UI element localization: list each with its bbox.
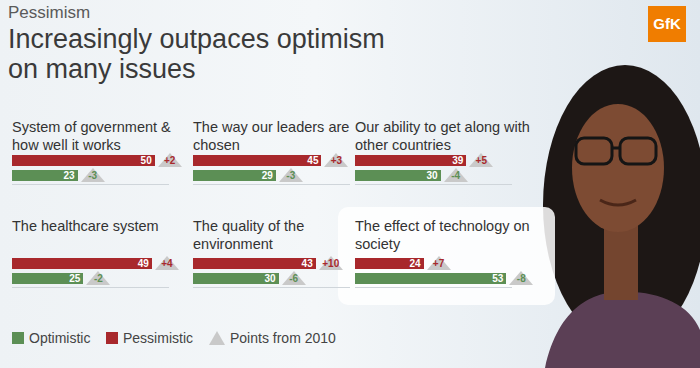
panel-title: Our ability to get along with other coun… (355, 118, 545, 154)
bar: 50 (12, 155, 155, 166)
change-label: +5 (469, 154, 493, 167)
data-label: 23 (64, 170, 75, 181)
change-badge: -3 (81, 168, 105, 182)
change-badge: +3 (324, 153, 348, 167)
logo: GfK (648, 6, 686, 42)
triangle (158, 153, 182, 167)
bar: 45 (193, 155, 321, 166)
mouth (600, 200, 636, 205)
panel-title: The way our leaders are chosen (193, 118, 361, 154)
section-label: Pessimism (8, 3, 90, 23)
data-label: 53 (492, 273, 503, 284)
change-label: +3 (324, 154, 348, 167)
bar: 29 (193, 170, 276, 181)
bar: 49 (12, 258, 152, 269)
shoulders (545, 292, 700, 368)
glasses-bridge (612, 147, 620, 150)
face (572, 104, 664, 232)
bar: 30 (355, 170, 441, 181)
triangle (427, 256, 451, 270)
change-badge: +7 (427, 256, 451, 270)
legend-label: Pessimistic (123, 330, 193, 346)
change-badge: -8 (509, 271, 533, 285)
change-badge: +2 (158, 153, 182, 167)
bar: 24 (355, 258, 424, 269)
data-label: 30 (427, 170, 438, 181)
legend-swatch (106, 332, 118, 344)
glasses-left (576, 138, 612, 164)
triangle (86, 271, 110, 285)
data-label: 24 (409, 258, 420, 269)
change-badge: +10 (319, 256, 343, 270)
change-label: -2 (86, 272, 110, 285)
triangle (279, 168, 303, 182)
legend-label: Points from 2010 (230, 330, 336, 346)
data-label: 30 (265, 273, 276, 284)
triangle (324, 153, 348, 167)
bar: 23 (12, 170, 78, 181)
change-label: -4 (444, 169, 468, 182)
data-label: 25 (69, 273, 80, 284)
data-label: 45 (307, 155, 318, 166)
bar: 39 (355, 155, 466, 166)
glasses-right (620, 138, 656, 164)
data-label: 43 (302, 258, 313, 269)
legend-label: Optimistic (29, 330, 90, 346)
change-badge: -6 (282, 271, 306, 285)
neck (604, 220, 638, 300)
legend-triangle (209, 331, 225, 345)
bar: 43 (193, 258, 316, 269)
triangle (319, 256, 343, 270)
change-badge: -3 (279, 168, 303, 182)
change-badge: +4 (155, 256, 179, 270)
panel-title: System of government & how well it works (12, 118, 180, 154)
bar: 53 (355, 273, 506, 284)
triangle (509, 271, 533, 285)
change-label: +10 (319, 257, 343, 270)
axis-line (193, 287, 350, 288)
change-label: +4 (155, 257, 179, 270)
bar: 30 (193, 273, 279, 284)
axis-line (12, 184, 169, 185)
data-label: 29 (262, 170, 273, 181)
bar: 25 (12, 273, 83, 284)
change-badge: -4 (444, 168, 468, 182)
axis-line (355, 184, 512, 185)
panel-title: The effect of technology on society (355, 217, 545, 253)
panel-title: The healthcare system (12, 217, 180, 235)
triangle (444, 168, 468, 182)
change-label: -3 (81, 169, 105, 182)
title: Increasingly outpaces optimism on many i… (8, 24, 408, 84)
change-label: +7 (427, 257, 451, 270)
axis-line (12, 287, 169, 288)
axis-line (193, 184, 350, 185)
axis-line (355, 287, 512, 288)
data-label: 49 (138, 258, 149, 269)
triangle (81, 168, 105, 182)
change-label: -8 (509, 272, 533, 285)
change-badge: +5 (469, 153, 493, 167)
change-label: -3 (279, 169, 303, 182)
triangle (469, 153, 493, 167)
stage: PessimismIncreasingly outpaces optimism … (0, 0, 700, 368)
change-label: -6 (282, 272, 306, 285)
triangle (282, 271, 306, 285)
legend-swatch (12, 332, 24, 344)
triangle (209, 331, 225, 345)
panel-title: The quality of the environment (193, 217, 361, 253)
data-label: 39 (452, 155, 463, 166)
triangle (155, 256, 179, 270)
change-badge: -2 (86, 271, 110, 285)
change-label: +2 (158, 154, 182, 167)
data-label: 50 (141, 155, 152, 166)
